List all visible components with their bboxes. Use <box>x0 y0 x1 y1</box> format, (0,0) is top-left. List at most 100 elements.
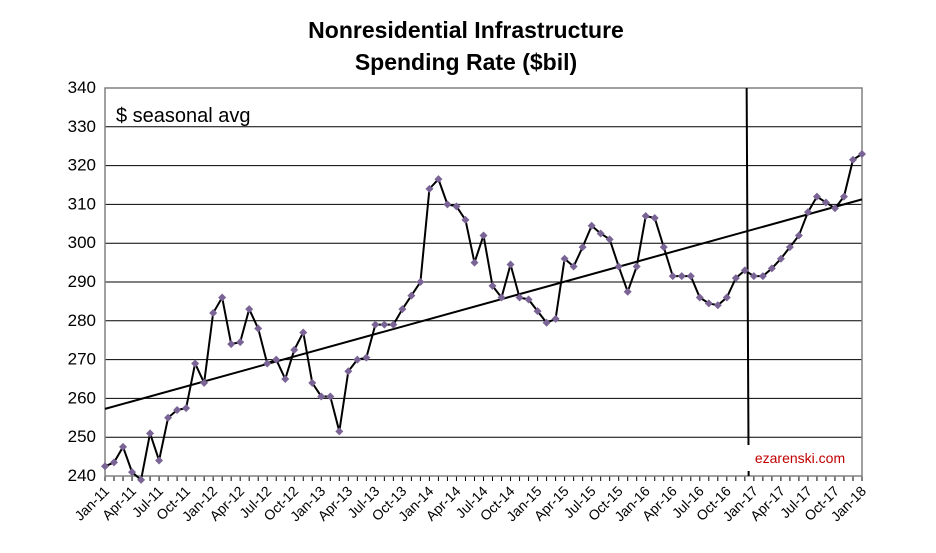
data-point <box>416 278 425 286</box>
data-point <box>695 293 704 302</box>
data-point <box>641 212 650 221</box>
y-tick-label: 250 <box>68 427 96 446</box>
data-point <box>353 355 362 364</box>
data-point <box>236 338 245 347</box>
data-point <box>803 208 812 217</box>
data-point <box>623 287 632 296</box>
data-point <box>794 231 803 240</box>
data-point <box>632 262 641 271</box>
data-point <box>128 468 137 477</box>
data-point <box>533 307 542 316</box>
data-point <box>290 345 299 354</box>
data-point <box>767 264 776 273</box>
data-point <box>758 272 767 281</box>
data-point <box>578 243 587 252</box>
data-point <box>209 309 218 318</box>
data-point <box>191 359 200 368</box>
data-point <box>605 235 614 244</box>
watermark: ezarenski.com <box>755 450 845 466</box>
data-point <box>443 200 452 209</box>
data-point <box>749 272 758 281</box>
data-point <box>821 198 830 207</box>
data-point <box>200 378 209 387</box>
data-point <box>182 404 191 413</box>
data-point <box>497 293 506 302</box>
data-point <box>722 293 731 302</box>
data-point <box>272 355 281 364</box>
y-tick-label: 290 <box>68 272 96 291</box>
annotation-label: $ seasonal avg <box>116 105 251 127</box>
watermark-box <box>738 445 860 471</box>
y-tick-label: 240 <box>68 466 96 485</box>
y-tick-label: 330 <box>68 117 96 136</box>
data-point <box>515 293 524 302</box>
chart-title-line-1: Nonresidential Infrastructure <box>308 17 624 43</box>
data-point <box>560 254 569 263</box>
y-tick-label: 270 <box>68 350 96 369</box>
data-point <box>479 231 488 240</box>
data-point <box>101 462 109 471</box>
data-point <box>470 258 479 267</box>
data-point <box>731 274 740 283</box>
data-point <box>668 272 677 281</box>
data-point <box>335 427 344 436</box>
data-point <box>398 305 407 314</box>
data-point <box>380 320 389 329</box>
data-point <box>659 243 668 252</box>
data-point <box>848 155 857 164</box>
data-point <box>344 367 353 376</box>
data-point <box>281 375 290 383</box>
data-point <box>119 442 128 451</box>
data-point <box>839 192 848 201</box>
y-tick-label: 280 <box>68 311 96 330</box>
data-point <box>362 353 371 362</box>
data-point <box>740 266 749 275</box>
data-point <box>155 456 164 465</box>
data-point <box>569 262 578 271</box>
data-point <box>299 328 308 337</box>
data-point <box>245 305 254 314</box>
data-point <box>704 299 713 308</box>
data-point <box>263 359 272 368</box>
data-point <box>650 213 659 222</box>
data-point <box>488 281 497 290</box>
data-point <box>596 229 605 238</box>
data-point <box>542 318 551 327</box>
data-point <box>830 204 839 213</box>
data-point <box>227 340 236 349</box>
data-point <box>587 221 596 230</box>
data-point <box>317 392 326 401</box>
vertical-marker-line <box>745 87 750 477</box>
data-point <box>254 324 263 333</box>
data-point <box>173 406 182 415</box>
data-point <box>434 175 443 184</box>
data-point <box>407 291 416 300</box>
trendline <box>104 198 863 410</box>
data-point <box>858 149 866 158</box>
data-point <box>146 429 155 438</box>
data-point <box>524 295 533 304</box>
chart-title-line-2: Spending Rate ($bil) <box>355 49 577 75</box>
data-point <box>812 192 821 201</box>
y-tick-label: 260 <box>68 388 96 407</box>
data-point <box>137 475 146 484</box>
data-point <box>371 320 380 329</box>
y-tick-label: 300 <box>68 233 96 252</box>
data-point <box>776 254 785 263</box>
plot-area-border <box>104 87 863 477</box>
data-point <box>326 392 335 401</box>
data-point <box>551 314 560 323</box>
data-point <box>713 301 722 310</box>
y-tick-label: 310 <box>68 194 96 213</box>
data-point <box>452 202 461 211</box>
y-tick-label: 320 <box>68 156 96 175</box>
data-point <box>785 243 794 252</box>
data-point <box>686 272 695 281</box>
data-point <box>164 413 173 422</box>
data-point <box>110 458 119 467</box>
y-tick-label: 340 <box>68 78 96 97</box>
data-point <box>614 262 623 271</box>
data-point <box>461 215 470 224</box>
data-point <box>425 184 434 193</box>
